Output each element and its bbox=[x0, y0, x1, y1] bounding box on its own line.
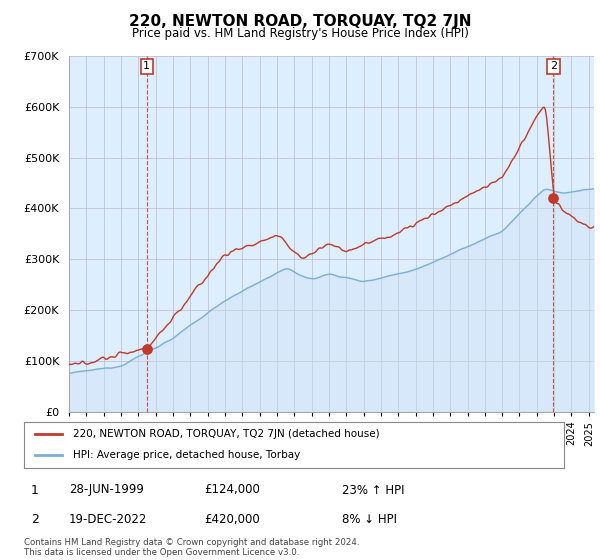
Text: Price paid vs. HM Land Registry's House Price Index (HPI): Price paid vs. HM Land Registry's House … bbox=[131, 27, 469, 40]
Text: HPI: Average price, detached house, Torbay: HPI: Average price, detached house, Torb… bbox=[73, 450, 300, 460]
Text: £420,000: £420,000 bbox=[204, 512, 260, 526]
Text: 2: 2 bbox=[31, 513, 39, 526]
Text: 8% ↓ HPI: 8% ↓ HPI bbox=[342, 512, 397, 526]
Text: 23% ↑ HPI: 23% ↑ HPI bbox=[342, 483, 404, 497]
Text: 1: 1 bbox=[143, 62, 150, 71]
Point bbox=[548, 194, 558, 203]
Text: 1: 1 bbox=[31, 484, 39, 497]
Point bbox=[142, 344, 152, 353]
Text: £124,000: £124,000 bbox=[204, 483, 260, 497]
Text: 2: 2 bbox=[550, 62, 557, 71]
Text: 220, NEWTON ROAD, TORQUAY, TQ2 7JN (detached house): 220, NEWTON ROAD, TORQUAY, TQ2 7JN (deta… bbox=[73, 429, 379, 439]
Text: 28-JUN-1999: 28-JUN-1999 bbox=[69, 483, 144, 497]
Text: Contains HM Land Registry data © Crown copyright and database right 2024.
This d: Contains HM Land Registry data © Crown c… bbox=[24, 538, 359, 557]
Text: 19-DEC-2022: 19-DEC-2022 bbox=[69, 512, 148, 526]
Text: 220, NEWTON ROAD, TORQUAY, TQ2 7JN: 220, NEWTON ROAD, TORQUAY, TQ2 7JN bbox=[129, 14, 471, 29]
